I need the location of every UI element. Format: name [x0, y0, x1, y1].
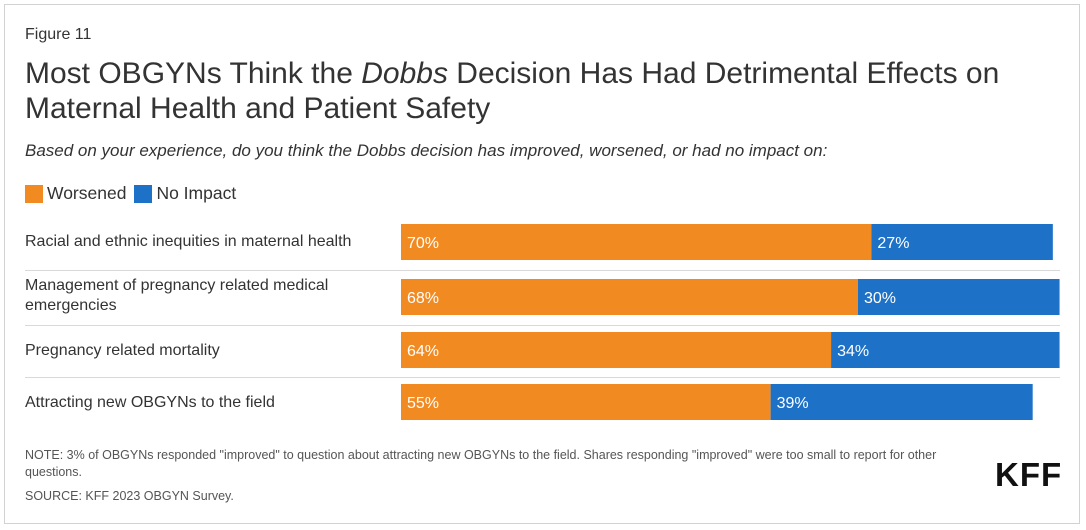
chart-source: SOURCE: KFF 2023 OBGYN Survey. — [25, 489, 234, 503]
bar-worsened — [401, 224, 872, 260]
bar-no-impact — [831, 332, 1060, 368]
bar-no-impact — [857, 279, 1060, 315]
legend-swatch-no-impact — [134, 184, 153, 203]
legend-item-no-impact: No Impact — [134, 183, 236, 204]
row-divider — [25, 270, 1060, 271]
row-divider — [25, 377, 1060, 378]
legend-label-no-impact: No Impact — [156, 183, 237, 203]
title-part-2: Decision Has Had Detrimental Effects on … — [25, 57, 1000, 125]
bar-value-label: 30% — [864, 290, 896, 307]
bar-no-impact — [770, 384, 1033, 420]
category-label: Attracting new OBGYNs to the field — [25, 394, 275, 411]
bar-worsened — [401, 384, 771, 420]
bar-value-label: 27% — [877, 235, 909, 252]
bar-value-label: 55% — [407, 395, 439, 412]
title-italic: Dobbs — [361, 57, 448, 90]
category-label: Pregnancy related mortality — [25, 342, 220, 359]
figure-frame — [4, 4, 1080, 524]
kff-logo: KFF — [995, 456, 1063, 493]
legend: Worsened No Impact — [25, 183, 244, 204]
bar-no-impact — [871, 224, 1053, 260]
bar-worsened — [401, 332, 832, 368]
bar-value-label: 34% — [837, 343, 869, 360]
bar-value-label: 39% — [777, 395, 809, 412]
bar-worsened — [401, 279, 858, 315]
title-part-1: Most OBGYNs Think the — [25, 57, 362, 90]
bar-value-label: 64% — [407, 343, 439, 360]
bar-value-label: 70% — [407, 235, 439, 252]
figure-label: Figure 11 — [25, 26, 92, 43]
bar-value-label: 68% — [407, 290, 439, 307]
legend-label-worsened: Worsened — [47, 183, 127, 203]
chart-subtitle: Based on your experience, do you think t… — [25, 141, 828, 160]
chart-title: Most OBGYNs Think the Dobbs Decision Has… — [25, 56, 1065, 126]
category-label: Management of pregnancy related medical … — [25, 277, 329, 314]
category-label: Racial and ethnic inequities in maternal… — [25, 233, 352, 250]
legend-swatch-worsened — [25, 184, 43, 203]
row-divider — [25, 325, 1060, 326]
legend-item-worsened: Worsened — [25, 183, 126, 204]
chart-note: NOTE: 3% of OBGYNs responded "improved" … — [25, 448, 937, 479]
